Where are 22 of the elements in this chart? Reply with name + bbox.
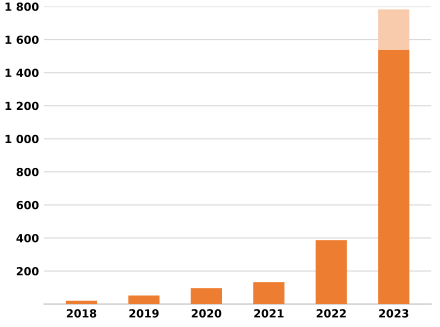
x-tick-label: 2023 (379, 309, 408, 318)
y-tick-label: 1 600 (6, 36, 39, 44)
y-tick-label: 200 (16, 267, 39, 276)
bar (378, 9, 410, 50)
bar (66, 300, 98, 304)
y-tick-label: 800 (16, 168, 39, 176)
y-tick-label: 1 800 (6, 2, 39, 11)
y-tick-label: 1 200 (6, 102, 39, 110)
x-tick-label: 2021 (254, 309, 284, 318)
y-tick-label: 400 (16, 234, 39, 242)
y-tick-label: 600 (16, 200, 39, 210)
bar (378, 50, 410, 304)
bar (253, 282, 284, 304)
bar (316, 240, 347, 304)
bar (190, 288, 222, 304)
x-tick-label: 2022 (316, 309, 346, 318)
x-tick-label: 2019 (129, 309, 159, 318)
x-tick-label: 2020 (192, 309, 222, 318)
y-tick-label: 1 000 (6, 134, 39, 144)
y-tick-label: 1 400 (6, 68, 39, 78)
x-tick-label: 2018 (66, 309, 96, 318)
bar (128, 296, 160, 304)
